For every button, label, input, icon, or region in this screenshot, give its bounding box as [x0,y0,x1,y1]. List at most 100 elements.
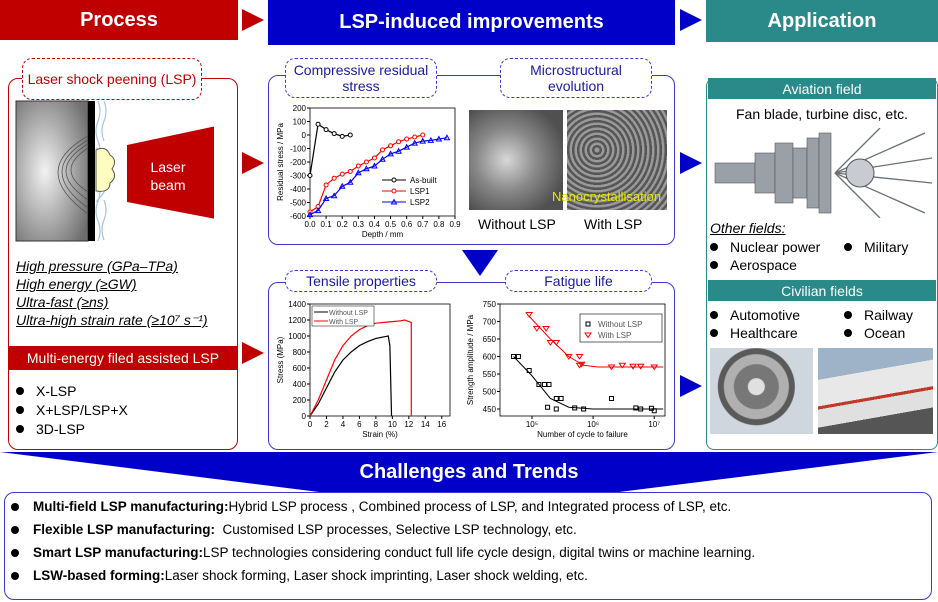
y-tick-label: -400 [290,185,307,194]
nanocrystallisation-label: Nanocrystallisation [552,189,662,204]
y-tick-label: 600 [483,353,497,362]
y-tick-label: -300 [290,172,307,181]
turbine-engine-image [714,128,933,218]
civilian-item: Ocean [844,323,905,342]
x-tick-label: 0.1 [321,220,333,229]
x-tick-label: 0.5 [385,220,397,229]
data-point [363,159,369,165]
challenge-item: Multi-field LSP manufacturing: Hybrid LS… [11,495,931,518]
data-point [607,364,616,371]
feature-strain-rate: Ultra-high strain rate (≥10⁷ s⁻¹) [16,312,208,328]
legend-label: LSP1 [410,187,430,196]
data-point [564,354,573,360]
data-point [552,340,561,346]
data-point [395,147,402,154]
data-point [435,135,443,142]
data-point [511,354,517,359]
data-point [584,332,592,339]
data-point [546,340,555,346]
data-point [427,136,435,143]
multi-item: X-LSP [16,381,128,400]
data-point [419,137,427,144]
aviation-bar: Aviation field [708,78,936,99]
y-tick-label: -200 [290,158,307,167]
arrow-right-icon [242,9,264,31]
y-tick-label: 200 [293,396,307,405]
process-header: Process [0,0,238,40]
train-image [818,348,933,434]
y-tick-label: 0 [302,412,307,421]
y-tick-label: 200 [293,104,307,113]
challenge-item: LSW-based forming: Laser shock forming, … [11,564,931,587]
x-tick-label: 0.2 [337,220,349,229]
data-point [346,178,354,185]
y-tick-label: 1000 [288,332,306,341]
challenges-panel: Multi-field LSP manufacturing: Hybrid LS… [4,492,932,600]
data-point [371,162,378,169]
with-lsp-label: With LSP [584,216,643,232]
tensile-title: Tensile properties [285,270,437,292]
arrow-right-icon [680,375,702,397]
x-tick-label: 10⁷ [648,420,660,429]
data-point [354,169,362,176]
data-point [558,396,564,401]
y-axis-label: Stress (MPa) [276,336,285,383]
y-tick-label: 0 [302,131,307,140]
y-tick-label: 750 [483,300,497,309]
challenges-title: Challenges and Trends [359,460,579,483]
data-point [553,406,559,412]
other-item: Aerospace [710,255,797,274]
improvements-bottom-panel [268,282,675,450]
arrow-right-icon [242,152,264,174]
y-axis-label: Strength amplitude / MPa [466,314,475,405]
data-point [347,132,353,138]
multi-energy-bar: Multi-energy filed assisted LSP [8,346,238,370]
data-point [396,139,402,145]
x-tick-label: 0.0 [304,220,316,229]
data-point [371,155,377,161]
data-point [443,134,451,141]
arrow-right-icon [680,9,702,31]
x-tick-label: 10 [388,420,397,429]
civilian-item: Railway [844,305,913,324]
y-tick-label: 600 [293,364,307,373]
data-point [387,150,394,157]
data-point [651,408,657,414]
lsp-schematic [15,100,214,242]
data-point [330,192,338,199]
feature-fast: Ultra-fast (≥ns) [16,294,109,310]
microstructure-title: Microstructural evolution [500,58,652,98]
data-point [314,207,322,214]
data-point [404,136,410,142]
data-point [339,171,345,177]
data-point [411,139,419,146]
data-point [391,177,397,183]
legend-box [579,313,663,343]
sem-without-lsp [469,110,563,210]
x-tick-label: 0.7 [417,220,429,229]
y-tick-label: 450 [483,405,497,414]
other-item: Military [844,237,908,256]
data-point [403,143,411,150]
arrow-down-icon [462,250,498,276]
x-tick-label: 2 [324,420,329,429]
data-point [391,188,397,194]
data-point [546,382,552,387]
y-tick-label: 800 [293,348,307,357]
civilian-item: Healthcare [710,323,798,342]
series-line [309,335,393,417]
x-tick-label: 0.4 [369,220,381,229]
data-point [633,405,639,411]
data-point [542,326,550,332]
legend-label: Without LSP [329,310,368,317]
data-point [390,198,398,205]
data-point [323,127,329,133]
data-point [331,131,337,137]
improvements-top-panel [268,75,675,245]
x-tick-label: 0.8 [433,220,445,229]
plot-frame [309,107,456,217]
legend-label: With LSP [598,331,631,340]
data-point [379,155,386,162]
data-point [380,147,385,153]
